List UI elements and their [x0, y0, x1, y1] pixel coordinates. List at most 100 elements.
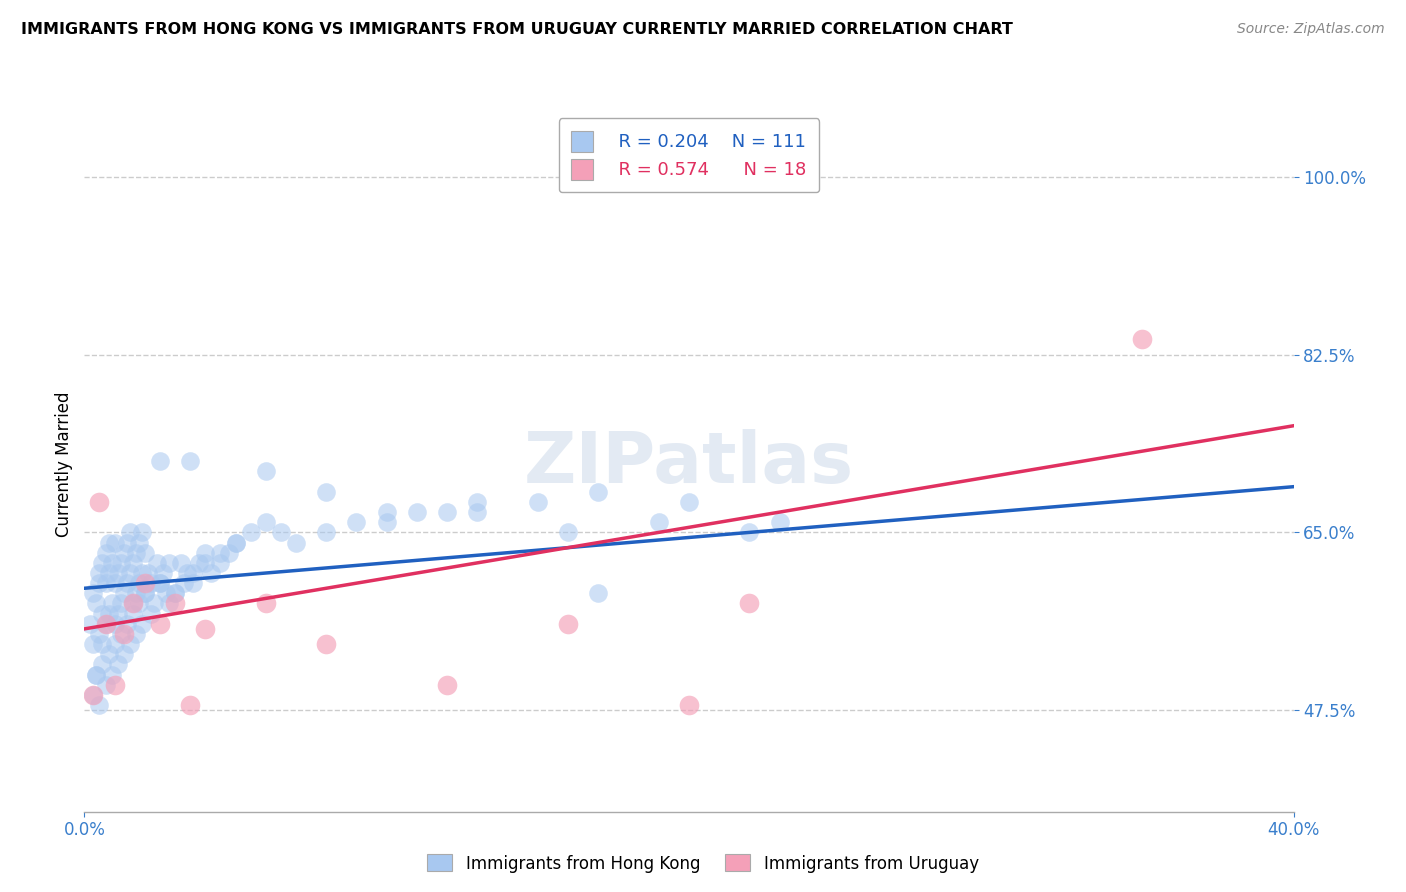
Point: [104, 616, 127, 631]
Point: [157, 597, 180, 611]
Point: [125, 627, 148, 641]
Point: [131, 616, 153, 631]
Point: [94, 546, 117, 560]
Point: [112, 546, 135, 560]
Point: [89, 495, 111, 509]
Point: [82, 688, 104, 702]
Point: [91, 607, 114, 621]
Point: [86, 667, 108, 681]
Point: [86, 597, 108, 611]
Point: [467, 505, 489, 519]
Point: [149, 576, 172, 591]
Point: [315, 484, 337, 499]
Point: [170, 556, 193, 570]
Point: [94, 616, 117, 631]
Legend:   R = 0.204    N = 111,   R = 0.574      N = 18: R = 0.204 N = 111, R = 0.574 N = 18: [558, 118, 820, 193]
Point: [100, 667, 122, 681]
Point: [157, 556, 180, 570]
Point: [121, 597, 143, 611]
Point: [131, 566, 153, 580]
Point: [173, 576, 195, 591]
Point: [94, 616, 117, 631]
Point: [406, 505, 429, 519]
Point: [200, 566, 222, 580]
Point: [146, 556, 169, 570]
Point: [89, 576, 111, 591]
Point: [82, 637, 104, 651]
Point: [149, 616, 172, 631]
Point: [225, 535, 247, 549]
Point: [557, 616, 579, 631]
Point: [134, 586, 156, 600]
Point: [254, 515, 277, 529]
Point: [89, 566, 111, 580]
Point: [118, 637, 141, 651]
Point: [139, 607, 162, 621]
Point: [115, 535, 138, 549]
Point: [118, 566, 141, 580]
Point: [436, 505, 458, 519]
Point: [527, 495, 550, 509]
Point: [588, 586, 610, 600]
Point: [134, 576, 156, 591]
Point: [125, 546, 148, 560]
Point: [112, 586, 135, 600]
Point: [97, 566, 120, 580]
Point: [115, 576, 138, 591]
Y-axis label: Currently Married: Currently Married: [55, 391, 73, 537]
Point: [128, 597, 150, 611]
Point: [82, 586, 104, 600]
Point: [112, 648, 135, 662]
Point: [86, 667, 108, 681]
Point: [139, 576, 162, 591]
Point: [131, 525, 153, 540]
Point: [285, 535, 308, 549]
Point: [1130, 333, 1153, 347]
Point: [149, 454, 172, 468]
Point: [97, 648, 120, 662]
Point: [107, 607, 129, 621]
Point: [121, 607, 143, 621]
Point: [91, 556, 114, 570]
Point: [678, 698, 700, 712]
Point: [218, 546, 240, 560]
Point: [270, 525, 292, 540]
Point: [100, 556, 122, 570]
Point: [375, 515, 398, 529]
Point: [176, 566, 198, 580]
Point: [165, 597, 187, 611]
Point: [104, 576, 127, 591]
Point: [467, 495, 489, 509]
Point: [149, 576, 172, 591]
Point: [134, 546, 156, 560]
Point: [115, 616, 138, 631]
Point: [254, 465, 277, 479]
Point: [110, 597, 132, 611]
Point: [107, 566, 129, 580]
Point: [97, 607, 120, 621]
Point: [89, 698, 111, 712]
Legend: Immigrants from Hong Kong, Immigrants from Uruguay: Immigrants from Hong Kong, Immigrants fr…: [420, 847, 986, 880]
Point: [179, 698, 201, 712]
Point: [165, 586, 187, 600]
Point: [769, 515, 792, 529]
Point: [91, 657, 114, 672]
Point: [188, 556, 211, 570]
Point: [118, 525, 141, 540]
Point: [436, 678, 458, 692]
Text: ZIPatlas: ZIPatlas: [524, 429, 853, 499]
Point: [79, 616, 101, 631]
Point: [375, 505, 398, 519]
Point: [110, 556, 132, 570]
Point: [94, 678, 117, 692]
Point: [315, 525, 337, 540]
Point: [165, 586, 187, 600]
Point: [179, 454, 201, 468]
Point: [112, 627, 135, 641]
Point: [128, 576, 150, 591]
Point: [181, 576, 204, 591]
Point: [648, 515, 671, 529]
Text: Source: ZipAtlas.com: Source: ZipAtlas.com: [1237, 22, 1385, 37]
Point: [181, 566, 204, 580]
Point: [136, 566, 159, 580]
